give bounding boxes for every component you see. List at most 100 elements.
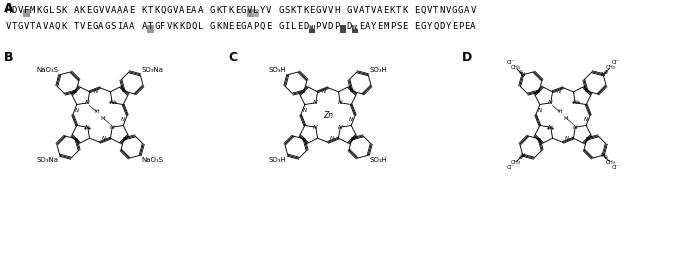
Text: K: K xyxy=(61,22,66,31)
Text: N: N xyxy=(601,153,606,158)
Text: ⊕: ⊕ xyxy=(603,70,608,75)
Text: H: H xyxy=(558,109,562,114)
Text: E: E xyxy=(359,22,364,31)
Text: V: V xyxy=(266,6,271,15)
Text: G: G xyxy=(210,22,215,31)
Text: Y: Y xyxy=(371,22,377,31)
Text: Cl⁻: Cl⁻ xyxy=(612,60,619,65)
Text: V: V xyxy=(105,6,110,15)
Text: I: I xyxy=(284,22,290,31)
Text: Cl⁻: Cl⁻ xyxy=(506,165,514,170)
Text: N: N xyxy=(573,100,578,105)
Bar xyxy=(309,24,315,33)
Text: G: G xyxy=(278,22,284,31)
Text: N: N xyxy=(223,22,227,31)
Text: G: G xyxy=(92,22,97,31)
Text: K: K xyxy=(290,6,296,15)
Text: A: A xyxy=(123,22,129,31)
Text: A: A xyxy=(129,22,135,31)
Text: A: A xyxy=(117,6,123,15)
Text: N: N xyxy=(303,108,307,113)
Text: N: N xyxy=(121,117,125,122)
Text: Q: Q xyxy=(433,22,438,31)
Text: E: E xyxy=(235,22,240,31)
Text: G: G xyxy=(42,6,48,15)
Text: V: V xyxy=(24,22,29,31)
Text: E: E xyxy=(402,22,408,31)
Bar xyxy=(247,8,253,17)
Text: V: V xyxy=(445,6,451,15)
Text: T: T xyxy=(396,6,401,15)
Text: K: K xyxy=(61,6,66,15)
Text: N: N xyxy=(548,100,553,105)
Text: H: H xyxy=(334,6,339,15)
Bar xyxy=(340,24,346,33)
Text: G: G xyxy=(421,22,426,31)
Bar xyxy=(23,8,29,17)
Text: F: F xyxy=(160,22,166,31)
Text: I: I xyxy=(117,22,123,31)
Text: A: A xyxy=(247,22,253,31)
Text: G: G xyxy=(241,6,247,15)
Text: T: T xyxy=(12,22,17,31)
Text: G: G xyxy=(210,6,215,15)
Text: A: A xyxy=(123,6,129,15)
Text: A: A xyxy=(464,6,469,15)
Text: ⊕: ⊕ xyxy=(519,70,523,75)
Bar xyxy=(147,24,153,33)
Text: N: N xyxy=(548,125,553,130)
Text: SO₃Na: SO₃Na xyxy=(142,67,164,73)
Text: SO₃H: SO₃H xyxy=(370,67,388,73)
Text: E: E xyxy=(377,22,383,31)
Text: E: E xyxy=(464,22,469,31)
Text: ⊕: ⊕ xyxy=(603,155,608,160)
Text: N: N xyxy=(102,136,106,141)
Text: E: E xyxy=(235,6,240,15)
Text: V: V xyxy=(471,6,475,15)
Text: A: A xyxy=(197,6,203,15)
Text: N: N xyxy=(557,89,561,94)
Text: N: N xyxy=(565,136,569,141)
Text: E: E xyxy=(129,6,135,15)
Text: H: H xyxy=(95,109,99,114)
Text: N: N xyxy=(439,6,445,15)
Text: G: G xyxy=(166,6,172,15)
Text: N: N xyxy=(75,108,79,113)
Text: Q: Q xyxy=(55,22,60,31)
Text: Y: Y xyxy=(445,22,451,31)
Text: P: P xyxy=(390,22,395,31)
Text: N: N xyxy=(85,125,90,130)
Text: N: N xyxy=(353,22,358,31)
Text: V: V xyxy=(321,22,327,31)
Text: CH₃: CH₃ xyxy=(510,160,521,165)
Text: V: V xyxy=(5,22,11,31)
Text: V: V xyxy=(99,6,103,15)
Text: N: N xyxy=(349,117,353,122)
Text: D: D xyxy=(347,22,351,31)
Text: G: G xyxy=(105,22,110,31)
Text: E: E xyxy=(451,22,457,31)
Text: Y: Y xyxy=(427,22,432,31)
Text: N: N xyxy=(322,89,326,94)
Text: K: K xyxy=(216,22,221,31)
Text: N: N xyxy=(94,89,98,94)
Text: C: C xyxy=(228,51,237,64)
Text: D: D xyxy=(12,6,17,15)
Text: F: F xyxy=(24,6,29,15)
Text: N: N xyxy=(110,100,115,105)
Text: A: A xyxy=(359,6,364,15)
Text: L: L xyxy=(290,22,296,31)
Text: A: A xyxy=(142,22,147,31)
Text: Q: Q xyxy=(160,6,166,15)
Text: D: D xyxy=(439,22,445,31)
Text: E: E xyxy=(309,6,314,15)
Text: G: G xyxy=(315,6,321,15)
Text: P: P xyxy=(458,22,463,31)
Text: S: S xyxy=(396,22,401,31)
Text: SO₃H: SO₃H xyxy=(269,157,286,163)
Text: B: B xyxy=(4,51,14,64)
Text: NaO₃S: NaO₃S xyxy=(36,67,58,73)
Text: A: A xyxy=(36,22,42,31)
Text: Q: Q xyxy=(191,22,197,31)
Text: K: K xyxy=(390,6,395,15)
